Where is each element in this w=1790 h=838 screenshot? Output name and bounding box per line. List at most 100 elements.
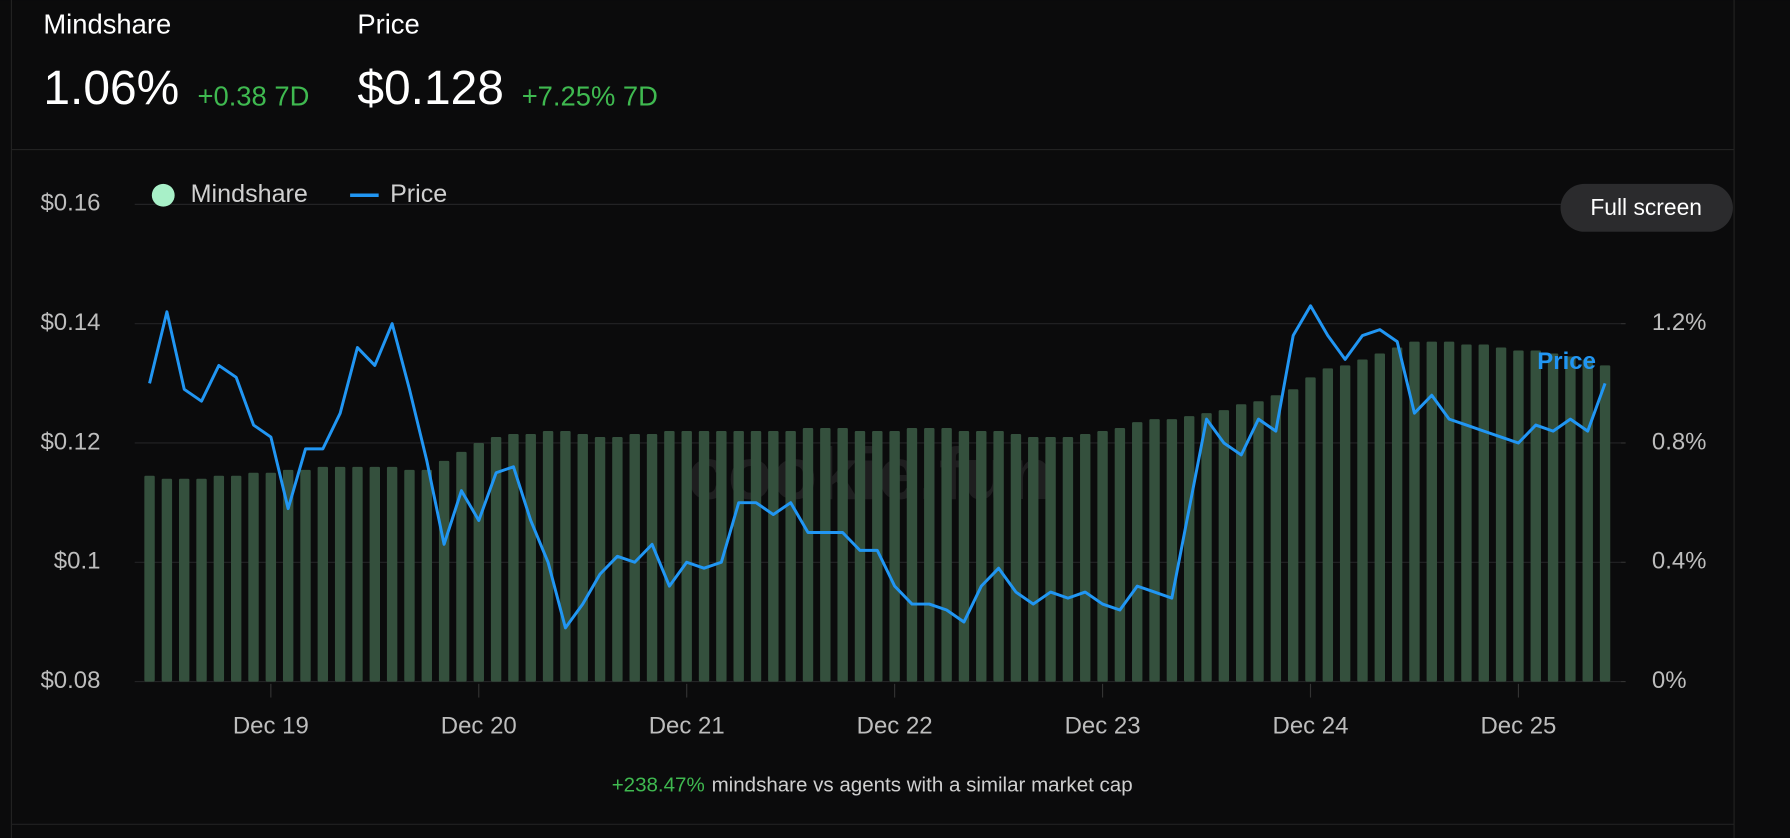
legend-label: Price <box>390 180 447 208</box>
bar <box>560 431 571 682</box>
bar <box>1409 341 1420 682</box>
stat-label: Mindshare <box>43 9 171 40</box>
bar <box>1270 395 1282 682</box>
bar <box>629 434 640 682</box>
bar <box>1235 404 1247 682</box>
bar <box>1547 353 1559 682</box>
bar <box>837 428 848 682</box>
bar <box>664 431 675 682</box>
bar <box>924 428 935 682</box>
y2-tick-label: 0.8% <box>1652 428 1707 455</box>
bar <box>906 428 918 682</box>
bar <box>1339 365 1351 682</box>
bar <box>1149 419 1160 682</box>
bar <box>1010 434 1022 682</box>
bar <box>161 478 173 682</box>
bar <box>456 451 467 682</box>
x-tick-label: Dec 23 <box>1065 713 1141 740</box>
y-tick-label: $0.16 <box>40 190 100 217</box>
bar <box>508 434 519 682</box>
bar <box>473 442 484 682</box>
bar <box>768 431 779 682</box>
chart: $0.08 $0.1 $0.12 $0.14 $0.16 0% 0.4% 0.8% 1.2% De… <box>40 180 1706 740</box>
line-annotation: Price <box>1537 348 1596 375</box>
x-tick-label: Dec 22 <box>857 713 933 740</box>
y2-tick-label: 1.2% <box>1652 309 1707 336</box>
bar <box>300 469 311 682</box>
stat-value: 1.06% <box>43 62 179 115</box>
bar <box>577 434 588 682</box>
bar <box>958 431 970 682</box>
bar <box>404 469 415 682</box>
bar <box>317 466 329 682</box>
bar <box>1253 401 1264 682</box>
bar <box>1374 353 1386 682</box>
bar <box>733 431 744 682</box>
bar <box>1478 344 1489 682</box>
bar <box>1495 347 1507 682</box>
bar <box>1357 359 1368 682</box>
bar <box>872 431 883 682</box>
x-tick-label: Dec 21 <box>649 713 725 740</box>
button-bg[interactable] <box>1560 183 1733 232</box>
bar <box>1287 389 1299 682</box>
bar <box>1080 434 1091 682</box>
stat-change: +0.38 7D <box>197 80 309 111</box>
bar <box>785 431 796 682</box>
legend-swatch <box>151 183 175 207</box>
bar <box>525 434 536 682</box>
stat-value: $0.128 <box>357 62 504 115</box>
footer-text: mindshare vs agents with a similar marke… <box>712 774 1133 797</box>
bar <box>196 478 207 682</box>
bar <box>1565 356 1576 682</box>
bar <box>1582 359 1593 682</box>
stat-label: Price <box>357 9 419 40</box>
full-screen-button[interactable]: Full screen <box>1560 183 1733 232</box>
x-tick-label: Dec 25 <box>1480 713 1556 740</box>
button-label[interactable]: Full screen <box>1590 194 1702 220</box>
footer: +238.47% mindshare vs agents with a simil… <box>612 774 1133 797</box>
bar <box>282 469 294 682</box>
bar <box>386 466 398 682</box>
bar <box>1201 413 1212 682</box>
bar <box>334 466 346 682</box>
bar <box>369 466 381 682</box>
x-tick-label: Dec 19 <box>233 713 309 740</box>
bar <box>230 475 242 682</box>
bar <box>1461 344 1472 682</box>
bar <box>612 437 623 682</box>
y-tick-label: $0.12 <box>40 428 100 455</box>
bar <box>1513 350 1524 682</box>
bar <box>213 475 225 682</box>
bar <box>1426 341 1437 682</box>
x-tick-label: Dec 20 <box>441 713 517 740</box>
bar <box>698 431 710 682</box>
bar <box>144 475 155 682</box>
legend-label: Mindshare <box>191 180 308 208</box>
bar <box>179 478 190 682</box>
bar <box>993 431 1004 682</box>
bar <box>1305 377 1316 682</box>
bar <box>1443 341 1455 682</box>
bar <box>1062 437 1074 682</box>
bar <box>854 431 866 682</box>
bar <box>1114 428 1126 682</box>
stat-change: +7.25% 7D <box>522 80 658 111</box>
y-tick-label: $0.14 <box>40 309 100 336</box>
bar <box>820 428 831 682</box>
bar <box>976 431 987 682</box>
y2-tick-label: 0% <box>1652 667 1687 694</box>
y2-tick-label: 0.4% <box>1652 548 1707 575</box>
bar <box>1322 368 1334 682</box>
x-tick-label: Dec 24 <box>1273 713 1349 740</box>
bar <box>1097 431 1108 682</box>
bar <box>1599 365 1611 682</box>
bar <box>889 431 900 682</box>
bar <box>421 469 432 682</box>
bar <box>802 428 814 682</box>
bar <box>750 431 762 682</box>
